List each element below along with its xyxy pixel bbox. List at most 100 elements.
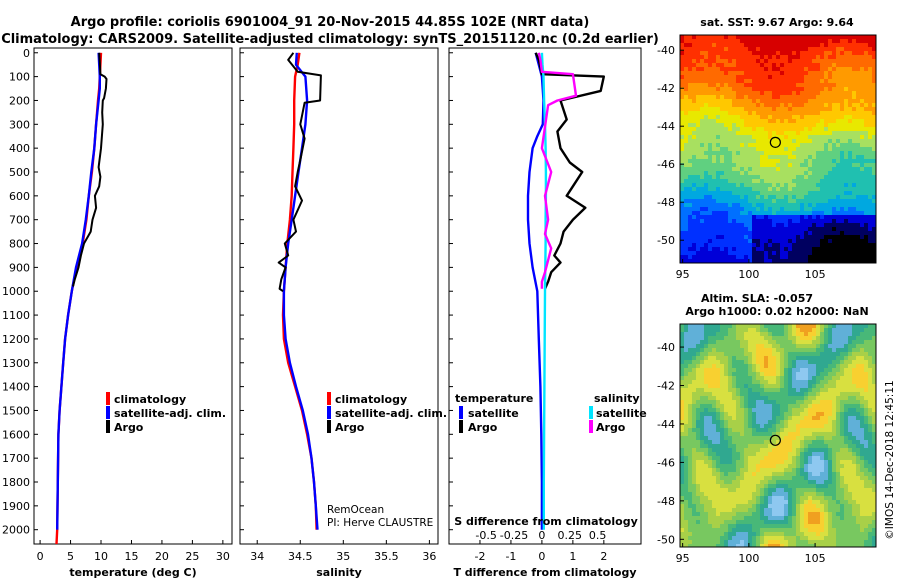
sla-cell [840, 356, 845, 361]
sst-cell [788, 227, 793, 232]
sst-cell [856, 183, 861, 188]
sst-cell [696, 135, 701, 140]
sla-cell [700, 412, 705, 417]
sst-cell [824, 131, 829, 136]
sla-cell [680, 392, 685, 397]
sst-cell [772, 83, 777, 88]
sst-cell [712, 75, 717, 80]
sst-cell [856, 163, 861, 168]
sst-cell [844, 211, 849, 216]
sst-cell [796, 135, 801, 140]
sla-cell [760, 460, 765, 465]
sla-cell [852, 424, 857, 429]
sst-cell [704, 139, 709, 144]
sst-cell [736, 235, 741, 240]
sla-cell [760, 440, 765, 445]
sst-cell [848, 183, 853, 188]
sla-cell [744, 364, 749, 369]
sla-cell [720, 464, 725, 469]
sst-cell [864, 139, 869, 144]
sst-cell [776, 135, 781, 140]
sst-cell [708, 139, 713, 144]
sst-cell [740, 51, 745, 56]
sst-cell [776, 207, 781, 212]
sla-cell [872, 404, 877, 409]
sla-cell [764, 452, 769, 457]
sla-cell [792, 460, 797, 465]
sla-cell [808, 404, 813, 409]
sst-cell [768, 47, 773, 52]
sst-cell [808, 167, 813, 172]
sst-cell [684, 123, 689, 128]
sla-cell [808, 476, 813, 481]
sla-cell [684, 484, 689, 489]
sst-cell [812, 179, 817, 184]
sla-cell [696, 332, 701, 337]
sst-cell [812, 235, 817, 240]
sst-cell [812, 95, 817, 100]
sst-cell [828, 203, 833, 208]
sla-cell [716, 436, 721, 441]
sst-cell [820, 199, 825, 204]
sst-cell [832, 39, 837, 44]
sst-cell [748, 163, 753, 168]
sla-cell [728, 368, 733, 373]
sst-cell [848, 155, 853, 160]
sst-cell [696, 223, 701, 228]
sst-cell [856, 155, 861, 160]
sst-cell [712, 167, 717, 172]
sla-cell [820, 448, 825, 453]
sst-cell [792, 47, 797, 52]
sla-cell [728, 336, 733, 341]
sst-cell [752, 83, 757, 88]
sla-cell [756, 376, 761, 381]
sst-cell [680, 171, 685, 176]
sst-cell [764, 59, 769, 64]
sla-cell [756, 380, 761, 385]
sst-cell [772, 179, 777, 184]
sst-cell [772, 59, 777, 64]
sst-cell [836, 239, 841, 244]
sla-cell [696, 364, 701, 369]
sla-cell [748, 396, 753, 401]
sst-cell [812, 219, 817, 224]
sst-cell [816, 135, 821, 140]
sst-cell [704, 243, 709, 248]
sla-cell [828, 368, 833, 373]
sla-cell [808, 464, 813, 469]
sst-cell [756, 231, 761, 236]
sla-cell [720, 376, 725, 381]
sst-cell [824, 83, 829, 88]
sst-cell [756, 143, 761, 148]
sla-cell [740, 464, 745, 469]
sst-cell [808, 71, 813, 76]
sst-cell [740, 231, 745, 236]
sst-cell [732, 143, 737, 148]
sla-cell [864, 448, 869, 453]
sla-cell [836, 380, 841, 385]
sla-cell [712, 404, 717, 409]
sla-cell [872, 472, 877, 477]
sst-cell [848, 123, 853, 128]
sla-cell [692, 456, 697, 461]
sla-cell [732, 340, 737, 345]
sla-cell [748, 336, 753, 341]
sla-cell [696, 348, 701, 353]
sla-cell [772, 364, 777, 369]
sla-cell [732, 436, 737, 441]
sla-cell [824, 416, 829, 421]
sst-cell [760, 259, 765, 264]
sla-cell [768, 480, 773, 485]
sst-cell [740, 211, 745, 216]
sst-cell [816, 99, 821, 104]
sst-cell [828, 259, 833, 264]
sst-cell [728, 119, 733, 124]
sla-cell [852, 356, 857, 361]
sst-cell [700, 111, 705, 116]
sst-cell [832, 87, 837, 92]
sla-cell [856, 420, 861, 425]
sst-cell [844, 171, 849, 176]
sla-cell [872, 324, 877, 329]
sst-cell [784, 43, 789, 48]
sst-cell [796, 103, 801, 108]
